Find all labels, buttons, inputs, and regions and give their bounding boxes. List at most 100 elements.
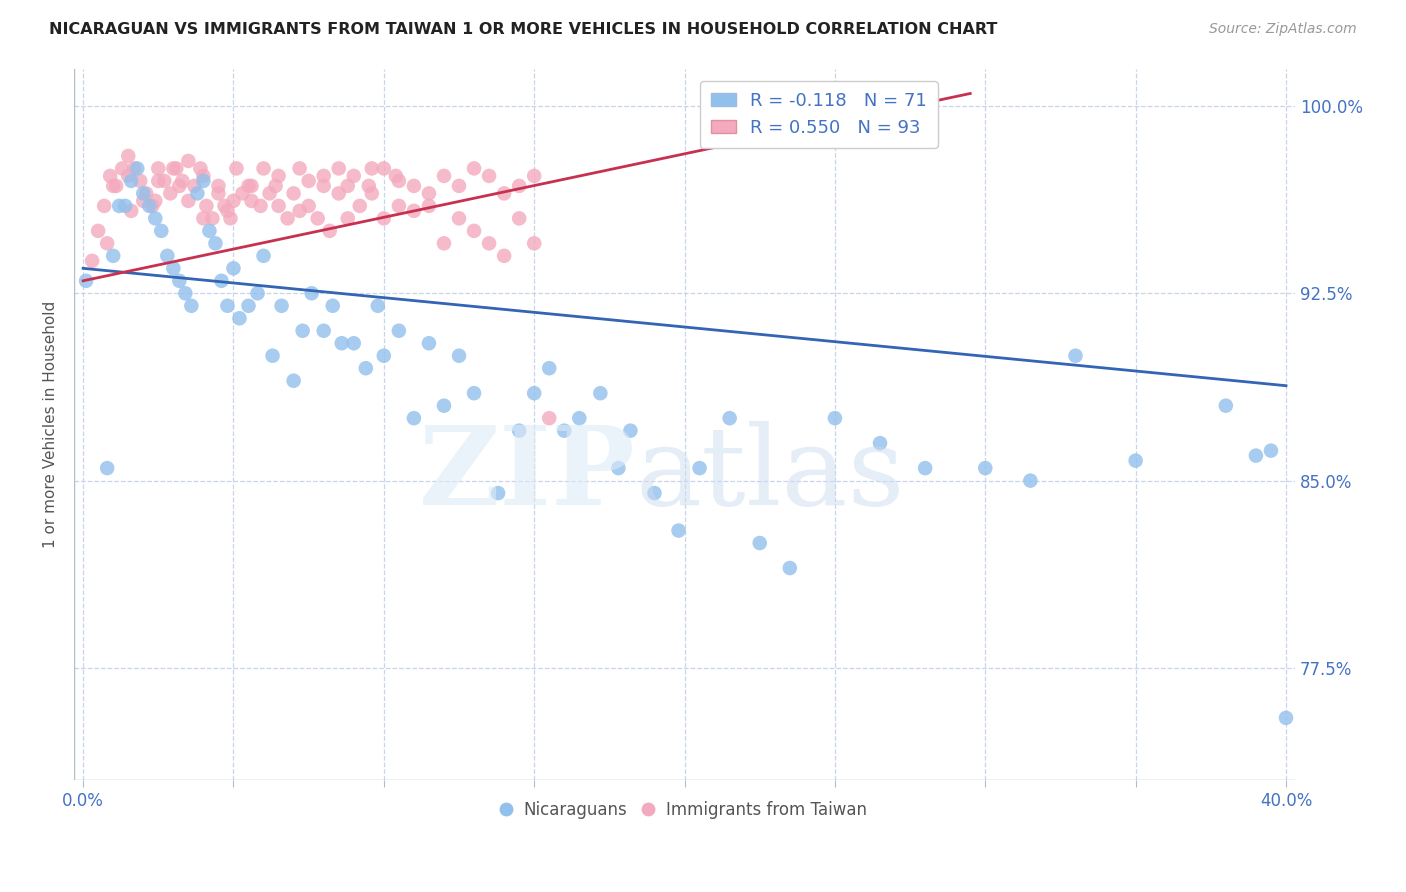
Point (211, 274, 233, 288)
Point (141, 199, 163, 213)
Point (1064, 349, 1087, 363)
Point (96, 236, 118, 251)
Point (267, 199, 290, 213)
Point (283, 186, 305, 201)
Text: atlas: atlas (636, 421, 905, 528)
Point (148, 174, 170, 188)
Point (974, 461, 997, 475)
Point (150, 224, 173, 238)
Point (148, 161, 170, 176)
Point (162, 261, 184, 276)
Point (222, 194, 245, 208)
Point (1019, 474, 1042, 488)
Point (190, 161, 212, 176)
Point (824, 411, 846, 425)
Point (336, 178, 359, 193)
Point (354, 361, 377, 376)
Point (193, 211, 215, 226)
Point (228, 311, 250, 326)
Point (494, 186, 516, 201)
Point (252, 249, 274, 263)
Point (1125, 453, 1147, 467)
Point (447, 211, 470, 226)
Point (568, 411, 591, 425)
Point (328, 186, 350, 201)
Point (143, 211, 166, 226)
Point (553, 424, 575, 438)
Point (360, 161, 382, 176)
Point (219, 211, 242, 226)
Point (1244, 449, 1267, 463)
Point (231, 186, 253, 201)
Point (82, 253, 104, 268)
Point (169, 274, 191, 288)
Point (402, 178, 425, 193)
Point (373, 349, 395, 363)
Point (689, 461, 711, 475)
Point (127, 161, 149, 176)
Point (463, 224, 485, 238)
Point (330, 336, 353, 351)
Point (177, 153, 200, 168)
Point (162, 161, 184, 176)
Point (217, 299, 239, 313)
Point (643, 486, 665, 500)
Point (312, 178, 335, 193)
Point (214, 199, 236, 213)
Point (1275, 711, 1298, 725)
Point (619, 424, 641, 438)
Legend: Nicaraguans, Immigrants from Taiwan: Nicaraguans, Immigrants from Taiwan (495, 794, 873, 825)
Point (114, 199, 136, 213)
Point (217, 203, 239, 218)
Point (129, 174, 152, 188)
Point (165, 161, 187, 176)
Point (433, 399, 456, 413)
Point (388, 174, 411, 188)
Point (343, 336, 366, 351)
Point (779, 561, 801, 575)
Point (748, 536, 770, 550)
Point (174, 286, 197, 301)
Point (463, 386, 485, 401)
Point (238, 178, 260, 193)
Y-axis label: 1 or more Vehicles in Household: 1 or more Vehicles in Household (44, 301, 58, 548)
Point (494, 249, 516, 263)
Point (343, 169, 366, 183)
Point (523, 169, 546, 183)
Point (120, 203, 142, 218)
Point (159, 186, 181, 201)
Point (373, 161, 395, 176)
Point (402, 203, 425, 218)
Point (447, 178, 470, 193)
Point (117, 169, 139, 183)
Point (75, 274, 97, 288)
Point (433, 169, 456, 183)
Point (1215, 399, 1237, 413)
Point (508, 211, 530, 226)
Point (288, 203, 311, 218)
Point (238, 299, 260, 313)
Point (357, 178, 380, 193)
Point (207, 178, 229, 193)
Point (267, 169, 290, 183)
Point (668, 524, 690, 538)
Point (249, 199, 271, 213)
Point (385, 169, 408, 183)
Point (264, 178, 287, 193)
Point (283, 374, 305, 388)
Point (367, 299, 389, 313)
Point (156, 249, 179, 263)
Point (240, 178, 263, 193)
Point (111, 161, 134, 176)
Point (463, 161, 485, 176)
Point (307, 211, 329, 226)
Point (508, 178, 530, 193)
Point (222, 261, 245, 276)
Point (291, 324, 314, 338)
Point (914, 461, 936, 475)
Point (318, 224, 340, 238)
Point (718, 411, 741, 425)
Point (186, 186, 208, 201)
Point (433, 236, 456, 251)
Point (538, 361, 561, 376)
